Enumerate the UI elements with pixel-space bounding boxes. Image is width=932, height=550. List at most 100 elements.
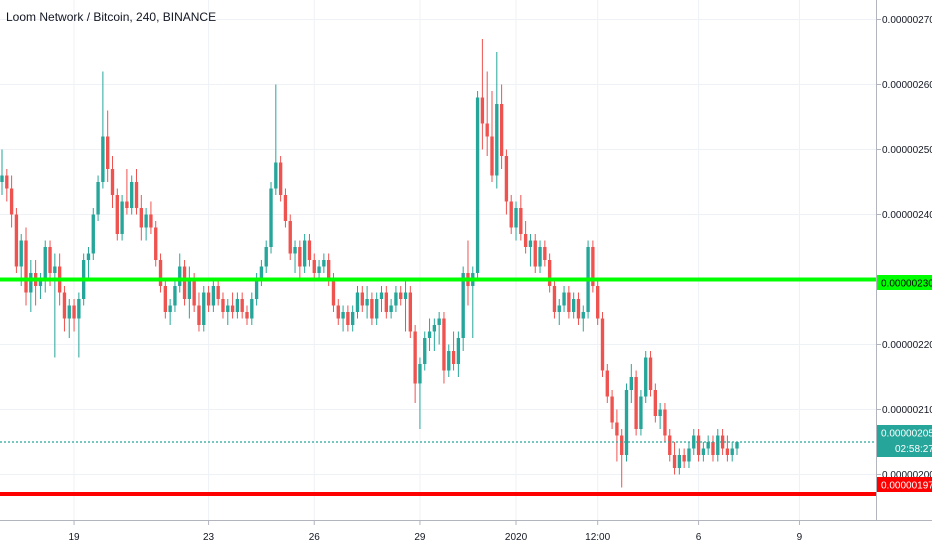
candle: [730, 442, 734, 462]
candle-body: [620, 435, 624, 455]
price-tick-label: 0.00000250: [882, 145, 932, 156]
candle-body: [202, 292, 206, 325]
candle: [149, 201, 153, 234]
candle: [355, 286, 360, 319]
candle-body: [437, 318, 441, 325]
candle: [571, 292, 576, 319]
candle: [615, 409, 619, 462]
candle-body: [394, 292, 398, 306]
candle: [716, 429, 720, 462]
candle: [418, 357, 422, 429]
candle: [182, 260, 187, 306]
candle-body: [687, 448, 691, 462]
candle: [499, 84, 504, 169]
candle: [110, 156, 115, 208]
candle-body: [144, 214, 148, 228]
candle: [562, 286, 566, 312]
candle: [624, 383, 629, 462]
countdown-label: 02:58:27: [895, 444, 932, 455]
candle-body: [187, 279, 192, 299]
candle: [298, 240, 302, 280]
candle-body: [677, 455, 682, 468]
candle: [178, 253, 182, 293]
candle: [600, 312, 605, 377]
candle-body: [567, 292, 571, 312]
candle-body: [197, 305, 201, 325]
candle-body: [711, 442, 715, 455]
candle: [394, 286, 398, 312]
time-tick-label: 12:00: [585, 532, 610, 543]
price-tick-label: 0.00000220: [882, 340, 932, 351]
candle-body: [230, 305, 235, 312]
candle-body: [576, 299, 581, 319]
candle: [672, 442, 677, 475]
candle: [139, 195, 143, 241]
candle: [610, 390, 614, 429]
candle-body: [125, 201, 129, 208]
candle-body: [399, 292, 403, 299]
candle: [38, 273, 43, 299]
candle: [567, 286, 571, 319]
candle-body: [485, 123, 489, 137]
candle-body: [533, 240, 537, 267]
candle: [302, 234, 307, 273]
candle-body: [67, 305, 71, 319]
price-tick-label: 0.00000200: [882, 470, 932, 481]
candle-body: [163, 286, 168, 312]
candle: [288, 214, 292, 260]
candle: [158, 253, 163, 293]
candle: [278, 156, 283, 202]
candle-body: [624, 390, 629, 455]
candle: [557, 299, 561, 325]
candle-body: [370, 299, 374, 319]
candle-body: [610, 396, 614, 423]
candle: [639, 390, 643, 436]
candle: [629, 364, 633, 403]
candle: [644, 351, 648, 403]
candle-body: [322, 260, 326, 267]
candle-body: [72, 305, 76, 319]
candle-body: [24, 240, 28, 293]
candle-body: [331, 279, 336, 306]
candle-body: [384, 292, 388, 312]
candle: [370, 292, 374, 325]
candle-body: [442, 318, 446, 371]
candle-body: [250, 299, 254, 319]
candle: [658, 403, 662, 429]
candle-body: [53, 266, 57, 273]
candle-body: [216, 286, 220, 299]
candle-body: [101, 136, 105, 182]
candle-body: [653, 390, 658, 416]
candle-body: [581, 312, 585, 319]
candle-body: [341, 312, 345, 319]
horizontal-lines[interactable]: [0, 277, 876, 496]
candle-body: [668, 435, 672, 455]
candle: [696, 429, 701, 462]
candle-body: [543, 247, 547, 260]
candle: [514, 201, 518, 241]
candle: [596, 279, 600, 325]
candle: [187, 266, 192, 319]
time-tick-label: 2020: [505, 532, 528, 543]
candle-body: [615, 422, 619, 436]
candle: [312, 253, 316, 280]
candle-body: [307, 240, 312, 260]
candle-body: [86, 253, 91, 260]
candle-body: [379, 292, 384, 299]
candle: [341, 305, 345, 332]
candle-body: [499, 104, 504, 156]
candle-body: [158, 260, 163, 286]
candle: [77, 292, 81, 358]
red-line-label: 0.00000197: [877, 477, 932, 492]
price-axis[interactable]: 0.00000270 0.00000260 0.00000250 0.00000240…: [876, 15, 932, 481]
candle: [523, 221, 528, 254]
candle-body: [639, 396, 643, 429]
candle: [197, 292, 201, 332]
candle: [264, 240, 268, 273]
candle-body: [38, 279, 43, 286]
candle: [0, 149, 4, 195]
candle: [351, 305, 355, 332]
candle: [9, 175, 14, 228]
